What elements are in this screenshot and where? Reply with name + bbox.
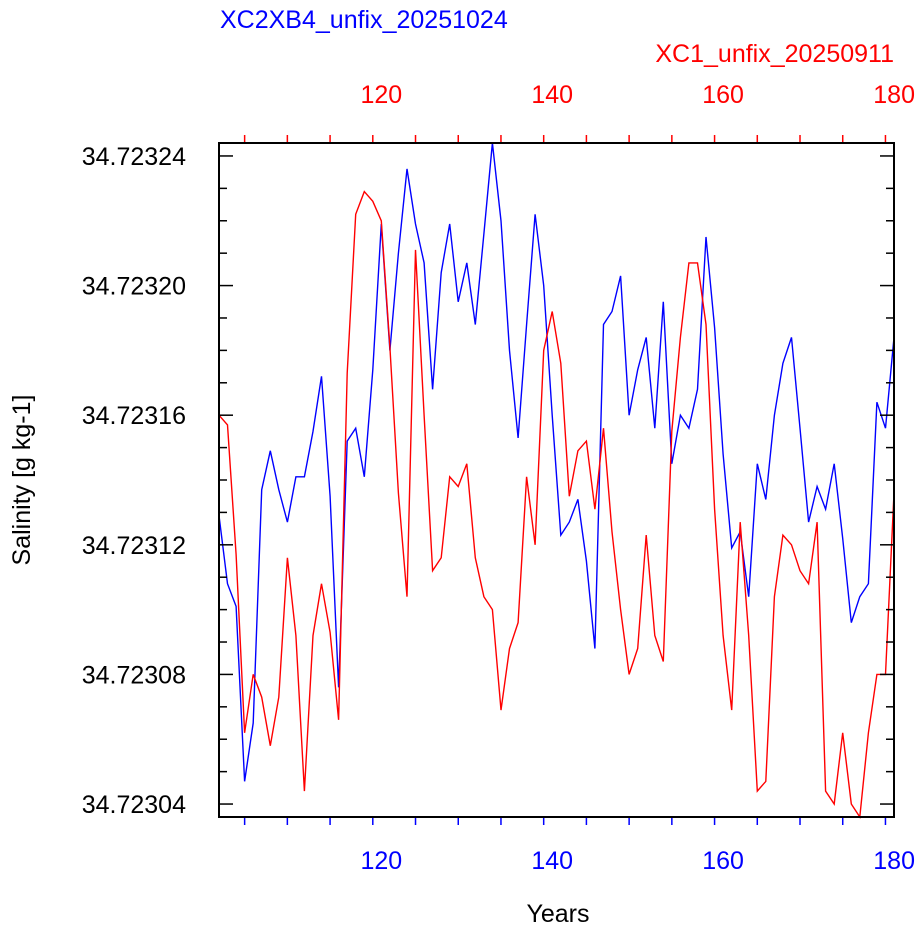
x-tick-label-bottom: 120 — [360, 847, 402, 875]
x-tick-label-top: 140 — [531, 81, 573, 109]
series-line-red — [218, 190, 895, 820]
y-tick-label: 34.72304 — [82, 791, 186, 819]
y-tick-label: 34.72312 — [82, 532, 186, 560]
x-tick-label-top: 160 — [702, 81, 744, 109]
x-tick-label-top: 180 — [873, 81, 915, 109]
series-line-blue — [218, 142, 895, 782]
x-tick-label-bottom: 140 — [531, 847, 573, 875]
y-axis-label: Salinity [g kg-1] — [8, 395, 36, 566]
top-left-series-title: XC2XB4_unfix_20251024 — [220, 6, 508, 34]
x-tick-label-bottom: 160 — [702, 847, 744, 875]
plot-marks — [218, 135, 895, 825]
y-tick-label: 34.72324 — [82, 143, 186, 171]
y-tick-label: 34.72308 — [82, 661, 186, 689]
plot-frame — [218, 142, 895, 818]
y-tick-label: 34.72316 — [82, 402, 186, 430]
x-tick-label-top: 120 — [360, 81, 402, 109]
top-right-series-title: XC1_unfix_20250911 — [655, 40, 894, 68]
x-tick-label-bottom: 180 — [873, 847, 915, 875]
y-tick-label: 34.72320 — [82, 273, 186, 301]
x-axis-label: Years — [526, 900, 589, 928]
